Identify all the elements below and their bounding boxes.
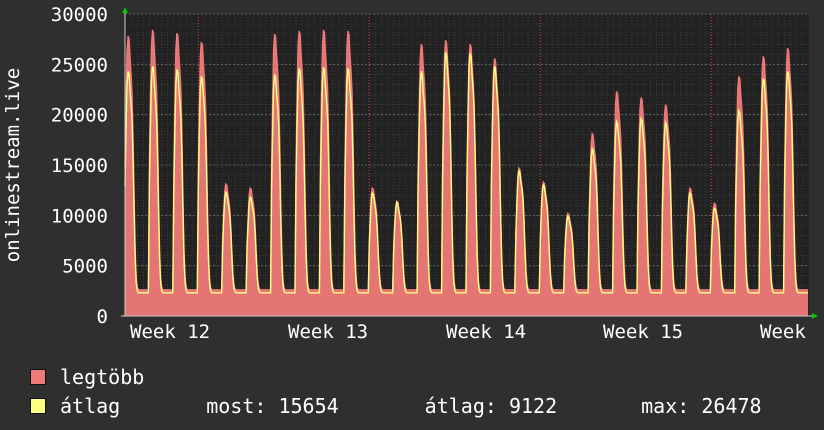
y-tick-label: 5000 [62,256,108,278]
x-tick-label: Week 13 [288,321,368,343]
legend-swatch-avg [30,397,46,414]
y-tick-label: 10000 [51,205,108,227]
legend: legtöbb átlag most: 15654 átlag: 9122 ma… [30,362,810,420]
y-tick-label: 15000 [51,155,108,177]
tick-labels: 0 5000 10000 15000 20000 25000 30000 Week 12 Wee… [51,4,807,343]
x-tick-label: Week 14 [446,321,526,343]
x-axis-arrow-icon [812,313,818,319]
y-axis-arrow-icon [122,7,128,13]
axes [121,7,818,319]
y-tick-label: 0 [97,306,108,328]
legend-row-max: legtöbb [30,362,810,391]
legend-label-max: legtöbb [60,364,145,389]
stat-average: átlag: 9122 [424,393,558,418]
stat-now: most: 15654 [206,393,339,418]
legend-row-avg: átlag most: 15654 átlag: 9122 max: 26478 [30,391,810,420]
series-line [124,52,808,294]
series-atlag [124,52,808,294]
y-axis-title: onlinestream.live [2,68,24,262]
x-tick-label: Week 15 [603,321,683,343]
chart: 0 5000 10000 15000 20000 25000 30000 Week 12 Wee… [2,4,818,343]
y-tick-label: 25000 [51,54,108,76]
stat-max: max: 26478 [641,393,762,418]
legend-swatch-max [30,368,46,385]
x-tick-label: Week [760,321,806,343]
x-tick-label: Week 12 [130,321,210,343]
y-tick-label: 30000 [51,4,108,26]
y-tick-label: 20000 [51,105,108,127]
legend-label-avg: átlag [60,393,121,418]
